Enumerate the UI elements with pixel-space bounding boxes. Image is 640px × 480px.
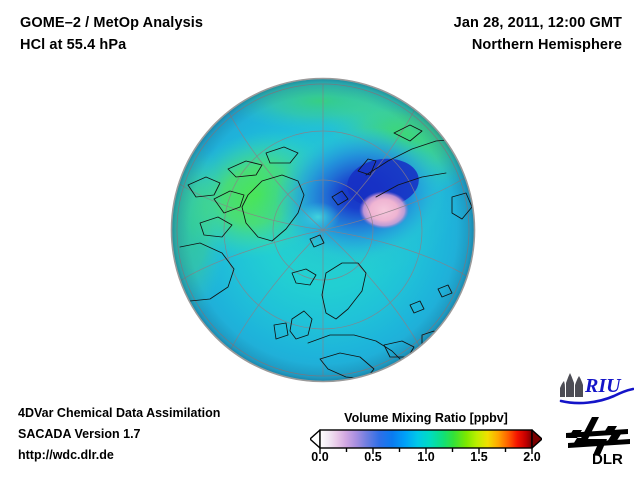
colorbar: Volume Mixing Ratio [ppbv] 0.0 0.5 1.0 1.5 2… [306,410,546,468]
method-label: 4DVar Chemical Data Assimilation [18,406,221,420]
colorbar-tick-labels: 0.0 0.5 1.0 1.5 2.0 [310,450,542,468]
riu-logo: RIU [558,371,635,405]
colorbar-ticks [319,448,533,454]
colorbar-tick-label: 0.5 [364,450,382,464]
colorbar-tick-label: 1.5 [470,450,488,464]
colorbar-max-arrow [531,429,542,449]
colorbar-tick-label: 2.0 [523,450,541,464]
header-right-block: Jan 28, 2011, 12:00 GMT Northern Hemisph… [322,12,622,56]
timestamp-label: Jan 28, 2011, 12:00 GMT [453,15,622,31]
colorbar-title: Volume Mixing Ratio [ppbv] [344,411,508,425]
footer-credits: 4DVar Chemical Data Assimilation SACADA … [18,403,318,466]
species-level-label: HCl at 55.4 hPa [20,37,127,53]
dlr-wordmark: DLR [592,451,623,467]
globe-outline [170,77,476,383]
hemisphere-label: Northern Hemisphere [471,37,622,53]
globe-map [170,77,476,383]
colorbar-scale [310,429,542,454]
dlr-mark-icon [566,417,630,455]
header-left-block: GOME–2 / MetOp Analysis HCl at 55.4 hPa [20,12,350,56]
dlr-logo: DLR [562,415,634,468]
colorbar-tick-label: 0.0 [311,450,329,464]
version-label: SACADA Version 1.7 [18,427,141,441]
riu-towers-icon [560,373,583,397]
colorbar-tick-label: 1.0 [417,450,435,464]
riu-wordmark: RIU [584,375,622,397]
website-url: http://wdc.dlr.de [18,448,114,462]
riu-swoosh-icon [559,387,635,405]
analysis-title: GOME–2 / MetOp Analysis [20,15,204,31]
globe-limb-shading [171,78,475,382]
colorbar-min-arrow [310,429,321,449]
